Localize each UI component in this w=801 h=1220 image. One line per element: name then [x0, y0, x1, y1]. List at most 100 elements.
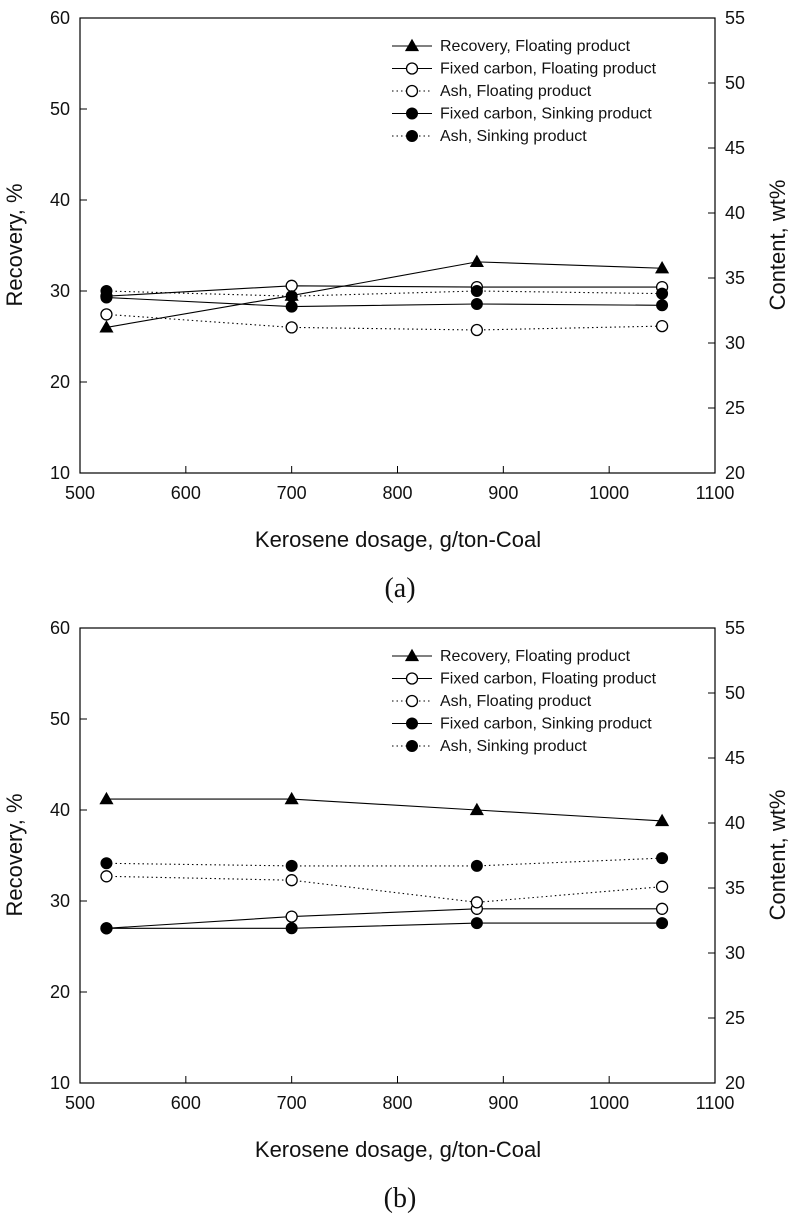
data-point	[470, 859, 483, 872]
x-tick-label: 900	[488, 1093, 518, 1113]
x-tick-label: 1100	[696, 1093, 735, 1113]
y-left-axis-title: Recovery, %	[2, 793, 27, 916]
series-line	[106, 261, 663, 328]
legend-label: Ash, Floating product	[440, 693, 592, 710]
legend-label: Ash, Sinking product	[440, 738, 587, 755]
y-right-tick-label: 35	[725, 878, 745, 898]
data-point	[470, 896, 484, 909]
series-2	[100, 902, 669, 935]
data-point	[100, 308, 113, 321]
y-left-tick-label: 40	[50, 190, 70, 210]
panel-label: (a)	[384, 573, 415, 604]
x-axis-title: Kerosene dosage, g/ton-Coal	[255, 527, 541, 552]
legend-label: Fixed carbon, Sinking product	[440, 106, 652, 123]
data-point	[656, 852, 669, 865]
data-point	[99, 791, 114, 805]
series-line	[106, 922, 663, 929]
legend: Recovery, Floating product Fixed carbon, …	[392, 38, 657, 145]
y-right-tick-label: 20	[725, 463, 745, 483]
legend-label: Fixed carbon, Sinking product	[440, 716, 652, 733]
data-point	[100, 922, 113, 935]
legend-marker	[405, 84, 419, 98]
data-point	[284, 791, 299, 805]
series-2	[100, 279, 669, 303]
data-point	[655, 261, 670, 274]
series-line	[106, 908, 663, 929]
data-point	[470, 285, 483, 297]
data-point	[469, 254, 484, 268]
legend-label: Recovery, Floating product	[440, 648, 631, 665]
data-point	[470, 298, 483, 310]
series-line	[106, 857, 663, 867]
x-tick-label: 500	[65, 1093, 95, 1113]
data-point	[656, 917, 669, 930]
data-point	[285, 874, 298, 887]
x-tick-label: 800	[382, 483, 412, 503]
data-point	[285, 290, 298, 303]
x-tick-label: 700	[277, 1093, 307, 1113]
y-left-tick-label: 20	[50, 982, 70, 1002]
chart-b: 500 600 700 800 900 1000 1100 10 20 30 40 50 60 20 25 3…	[2, 618, 790, 1214]
y-left-tick-label: 10	[50, 463, 70, 483]
data-point	[100, 285, 113, 297]
y-right-tick-label: 50	[725, 683, 745, 703]
x-tick-label: 700	[277, 483, 307, 503]
data-point	[655, 319, 669, 333]
series-5	[100, 852, 669, 872]
y-right-tick-label: 45	[725, 748, 745, 768]
legend-label: Ash, Floating product	[440, 83, 592, 100]
series-line	[106, 798, 663, 822]
legend-marker	[404, 648, 420, 662]
y-right-tick-label: 55	[725, 8, 745, 28]
data-point	[655, 813, 670, 827]
y-right-tick-label: 25	[725, 398, 745, 418]
x-tick-label: 800	[382, 1093, 412, 1113]
series-5	[100, 285, 669, 303]
y-left-tick-label: 40	[50, 800, 70, 820]
data-point	[656, 287, 669, 300]
series-line	[106, 285, 663, 297]
legend: Recovery, Floating product Fixed carbon, …	[392, 648, 657, 755]
legend-label: Fixed carbon, Floating product	[440, 671, 657, 688]
plot-frame	[79, 627, 716, 1084]
data-point	[285, 300, 298, 313]
x-tick-label: 500	[65, 483, 95, 503]
y-right-tick-label: 25	[725, 1008, 745, 1028]
series-3	[100, 308, 669, 337]
data-point	[655, 902, 669, 915]
data-point	[655, 880, 669, 893]
series-1	[99, 791, 670, 827]
y-left-axis-title: Recovery, %	[2, 183, 27, 306]
data-point	[470, 917, 483, 930]
y-right-tick-label: 50	[725, 73, 745, 93]
y-left-tick-label: 30	[50, 891, 70, 911]
series-line	[106, 313, 663, 331]
data-point	[469, 802, 484, 816]
series-4	[100, 291, 669, 313]
data-point	[100, 870, 113, 883]
y-right-axis-title: Content, wt%	[765, 180, 790, 311]
x-tick-label: 1100	[696, 483, 735, 503]
data-point	[100, 857, 113, 870]
y-left-tick-label: 60	[50, 8, 70, 28]
y-left-tick-label: 20	[50, 372, 70, 392]
y-right-tick-label: 40	[725, 203, 745, 223]
data-point	[285, 922, 298, 935]
legend-label: Fixed carbon, Floating product	[440, 61, 657, 78]
series-line	[106, 875, 663, 903]
y-right-tick-label: 45	[725, 138, 745, 158]
data-point	[285, 279, 298, 292]
y-left-tick-label: 10	[50, 1073, 70, 1093]
legend-marker	[405, 694, 419, 708]
y-right-tick-label: 40	[725, 813, 745, 833]
y-left-tick-label: 30	[50, 281, 70, 301]
plot-frame	[79, 17, 716, 474]
data-point	[99, 320, 114, 333]
y-left-tick-label: 50	[50, 99, 70, 119]
y-right-tick-label: 20	[725, 1073, 745, 1093]
y-right-axis-title: Content, wt%	[765, 790, 790, 921]
x-tick-label: 600	[171, 1093, 201, 1113]
legend-marker	[405, 672, 419, 685]
legend-marker	[405, 62, 419, 75]
series-line	[106, 296, 663, 308]
